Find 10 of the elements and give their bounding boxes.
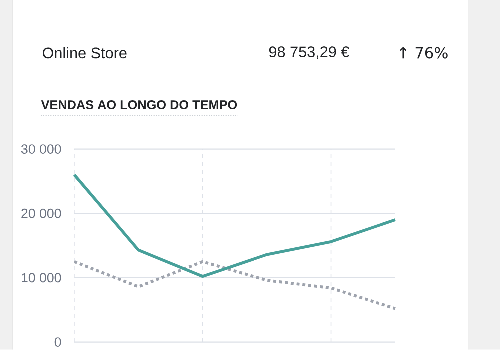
chart-title: VENDAS AO LONGO DO TEMPO <box>41 100 238 110</box>
text: ↑ 76% <box>400 47 448 59</box>
text: Online Store <box>43 47 127 59</box>
text: 98 753,29 € <box>269 46 350 60</box>
line-series <box>73 260 397 310</box>
y-tick-label: 0 <box>54 338 62 347</box>
y-tick-label: 10 000 <box>22 273 62 283</box>
y-tick-label: 20 000 <box>22 208 62 218</box>
y-tick-label: 30 000 <box>21 144 62 154</box>
line-series <box>73 174 397 278</box>
